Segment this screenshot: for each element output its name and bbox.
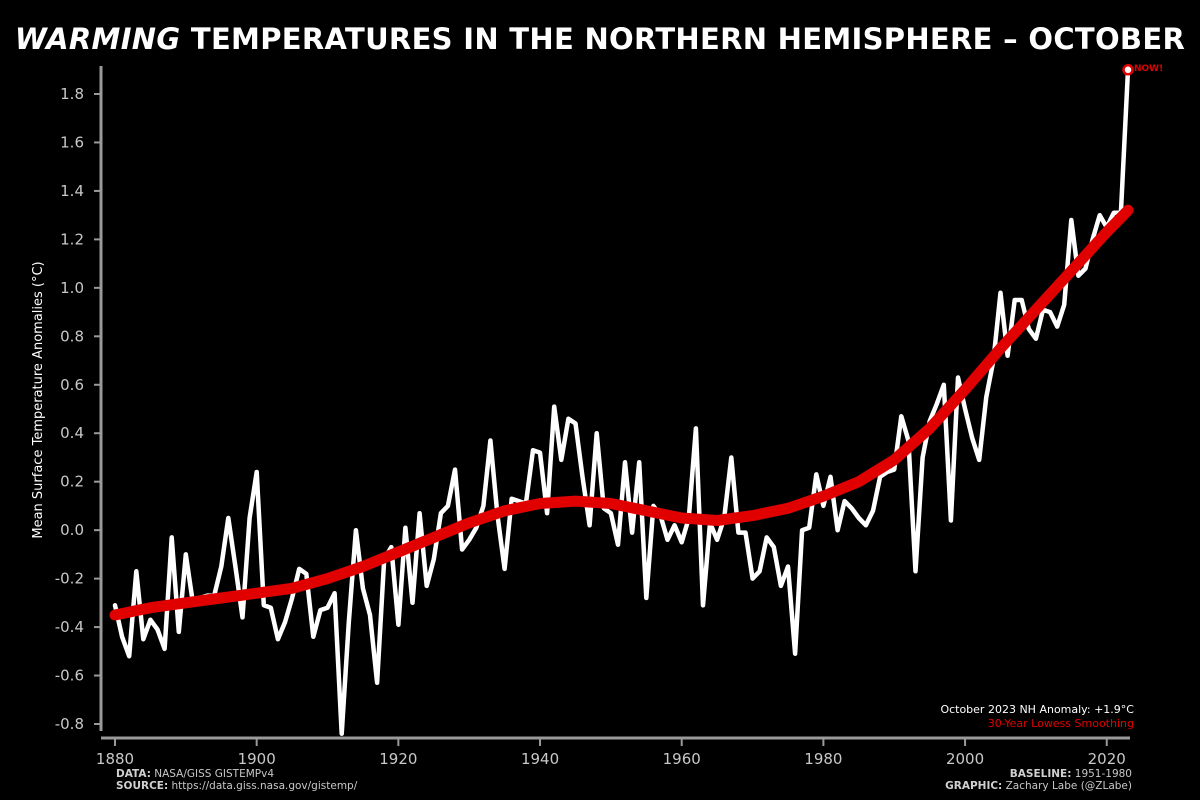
- y-tick-label: 1.8: [60, 85, 84, 103]
- y-tick-label: 0.4: [60, 424, 84, 442]
- graphic-value: Zachary Labe (@ZLabe): [1002, 780, 1132, 792]
- x-tick-label: 1940: [521, 750, 559, 768]
- y-tick-label: -0.2: [55, 570, 84, 588]
- x-tick-label: 2020: [1088, 750, 1126, 768]
- title-rest: TEMPERATURES IN THE NORTHERN HEMISPHERE …: [180, 22, 1186, 56]
- source-key: SOURCE:: [116, 780, 169, 792]
- baseline-key: BASELINE:: [1009, 768, 1072, 780]
- plot-lines: [109, 64, 1134, 736]
- series-annual-anomaly: [112, 67, 1131, 736]
- y-tick-label: -0.4: [55, 618, 84, 636]
- series-lowess-smooth: [109, 204, 1134, 621]
- y-tick-label: 0.0: [60, 521, 84, 539]
- x-tick-label: 1880: [96, 750, 134, 768]
- y-tick-label: -0.8: [55, 715, 84, 733]
- y-tick-label: 1.2: [60, 230, 84, 248]
- source-value: https://data.giss.nasa.gov/gistemp/: [168, 780, 358, 792]
- chart-title: WARMING TEMPERATURES IN THE NORTHERN HEM…: [0, 22, 1200, 56]
- x-tick-label: 1900: [238, 750, 276, 768]
- axes: [99, 66, 1130, 740]
- x-tick-label: 1980: [804, 750, 842, 768]
- now-label: NOW!: [1134, 64, 1164, 74]
- y-ticks: -0.8 -0.6 -0.4 -0.2 0.0 0.2 0.4 0.6 0.8 1.0 1.2 1.4…: [55, 85, 101, 733]
- x-tick-label: 1920: [379, 750, 417, 768]
- y-tick-label: 1.0: [60, 279, 84, 297]
- title-emphasis: WARMING: [14, 22, 181, 56]
- latest-point-marker: [1122, 64, 1134, 76]
- footer-credit: BASELINE: 1951-1980 GRAPHIC: Zachary Lab…: [945, 768, 1132, 792]
- x-ticks: 1880 1900 1920 1940 1960 1980 2000 2020: [96, 738, 1126, 768]
- x-tick-label: 2000: [946, 750, 984, 768]
- data-key: DATA:: [116, 768, 151, 780]
- baseline-value: 1951-1980: [1071, 768, 1132, 780]
- y-tick-label: 0.6: [60, 376, 84, 394]
- data-value: NASA/GISS GISTEMPv4: [150, 768, 274, 780]
- x-tick-label: 1960: [663, 750, 701, 768]
- y-tick-label: 0.8: [60, 327, 84, 345]
- annotation-legend: October 2023 NH Anomaly: +1.9°C 30-Year …: [940, 703, 1134, 731]
- smoothing-note: 30-Year Lowess Smoothing: [987, 717, 1134, 730]
- y-tick-label: -0.6: [55, 667, 84, 685]
- y-tick-label: 1.6: [60, 133, 84, 151]
- y-axis-label: Mean Surface Temperature Anomalies (°C): [31, 261, 46, 538]
- anomaly-note: October 2023 NH Anomaly: +1.9°C: [940, 703, 1134, 716]
- footer-source: DATA: NASA/GISS GISTEMPv4 SOURCE: https:…: [116, 768, 357, 792]
- graphic-key: GRAPHIC:: [945, 780, 1003, 792]
- y-tick-label: 1.4: [60, 182, 84, 200]
- y-tick-label: 0.2: [60, 473, 84, 491]
